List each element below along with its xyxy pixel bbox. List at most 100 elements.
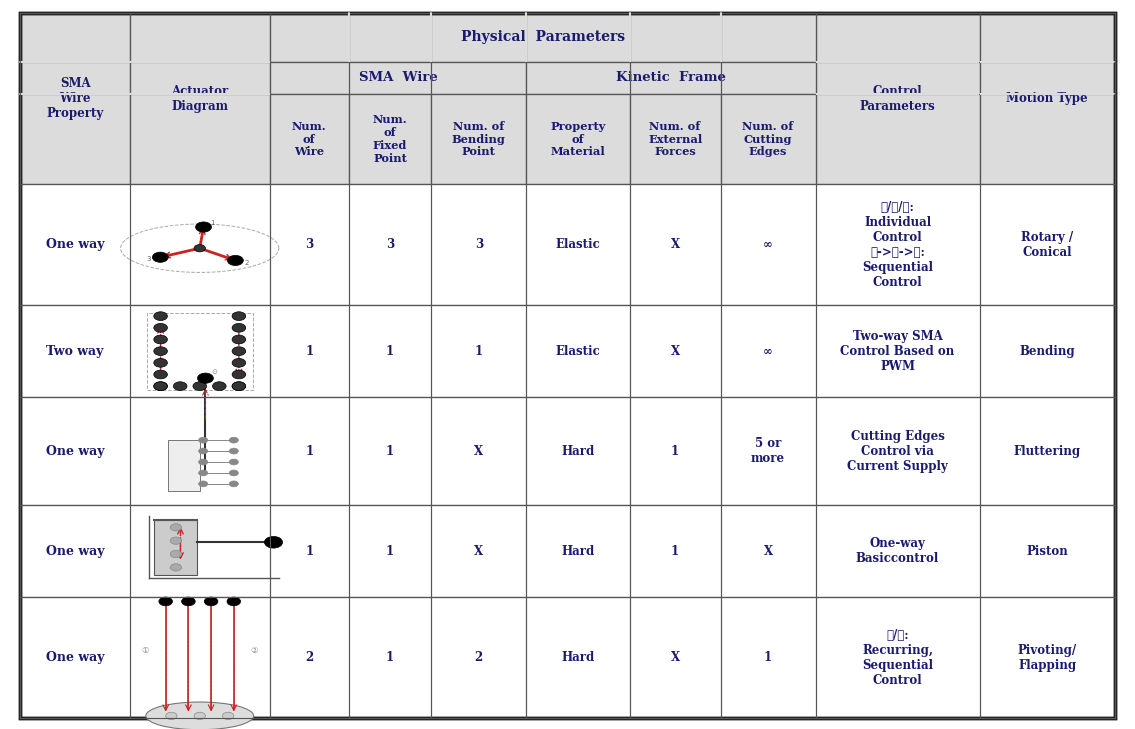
Text: Kinetic  Frame: Kinetic Frame (616, 71, 725, 85)
Bar (270, 61, 527, 94)
Bar (20, 505, 1115, 597)
Text: Actuator
Diagram: Actuator Diagram (171, 85, 228, 112)
Circle shape (229, 437, 238, 443)
Text: Elastic: Elastic (555, 345, 600, 358)
Text: X: X (671, 651, 680, 664)
Circle shape (232, 382, 245, 391)
Text: Control
Parameters: Control Parameters (859, 85, 935, 112)
Text: X: X (474, 445, 484, 458)
Text: SMA  Wire: SMA Wire (359, 71, 437, 85)
Circle shape (229, 481, 238, 487)
Text: X: X (764, 545, 773, 558)
Circle shape (170, 564, 182, 571)
Text: Num. of
Bending
Point: Num. of Bending Point (452, 121, 506, 157)
Text: Hard: Hard (561, 545, 595, 558)
Text: 2: 2 (244, 260, 249, 265)
Circle shape (194, 245, 205, 252)
Text: Piston: Piston (1026, 545, 1068, 558)
Circle shape (199, 481, 208, 487)
Circle shape (199, 437, 208, 443)
Text: Two way: Two way (47, 345, 103, 358)
Text: Rotary /
Conical: Rotary / Conical (1022, 230, 1074, 259)
Circle shape (195, 222, 211, 232)
Circle shape (182, 597, 195, 606)
Text: 1: 1 (671, 445, 679, 458)
Text: 1: 1 (671, 545, 679, 558)
Text: 2: 2 (474, 651, 482, 664)
Circle shape (204, 597, 218, 606)
Circle shape (229, 448, 238, 454)
Text: ⊙: ⊙ (211, 370, 218, 375)
Text: 1: 1 (474, 345, 482, 358)
Circle shape (153, 382, 167, 391)
Circle shape (170, 537, 182, 545)
Text: Physical  Parameters: Physical Parameters (461, 31, 624, 44)
Text: X: X (671, 345, 680, 358)
Text: SMA
Wire
Property: SMA Wire Property (47, 77, 103, 120)
Circle shape (153, 382, 167, 391)
Text: Property
of
Material: Property of Material (550, 121, 605, 157)
Text: ②: ② (251, 646, 258, 655)
Bar (168, 440, 200, 491)
Text: Elastic: Elastic (555, 238, 600, 251)
Text: Hard: Hard (561, 651, 595, 664)
Circle shape (232, 324, 245, 332)
Text: X: X (671, 238, 680, 251)
Text: Two-way SMA
Control Based on
PWM: Two-way SMA Control Based on PWM (840, 330, 955, 373)
Text: Num. of
External
Forces: Num. of External Forces (648, 121, 703, 157)
Circle shape (212, 382, 226, 391)
Circle shape (153, 312, 167, 321)
Ellipse shape (145, 702, 253, 729)
Bar (527, 94, 630, 184)
Circle shape (199, 470, 208, 476)
Text: ∞: ∞ (763, 345, 773, 358)
Text: Bending: Bending (1019, 345, 1075, 358)
Bar (146, 313, 252, 390)
Text: 1: 1 (386, 545, 394, 558)
Text: X: X (474, 545, 484, 558)
Text: Hard: Hard (561, 445, 595, 458)
Circle shape (264, 537, 283, 548)
Text: Num. of
Cutting
Edges: Num. of Cutting Edges (742, 121, 793, 157)
Bar (20, 597, 1115, 718)
Circle shape (153, 359, 167, 367)
Bar (20, 305, 1115, 397)
Circle shape (197, 373, 213, 383)
Text: One way: One way (45, 238, 104, 251)
Text: 3: 3 (474, 238, 482, 251)
Circle shape (227, 255, 243, 265)
Circle shape (153, 324, 167, 332)
Text: 1: 1 (305, 545, 313, 558)
Text: ①/②/③:
Individual
Control
①->②->③:
Sequential
Control: ①/②/③: Individual Control ①->②->③: Seque… (863, 200, 933, 289)
Text: ①/②:
Recurring,
Sequential
Control: ①/②: Recurring, Sequential Control (863, 628, 933, 687)
Text: 1: 1 (210, 220, 215, 227)
Text: Pivoting/
Flapping: Pivoting/ Flapping (1018, 644, 1077, 671)
Circle shape (222, 712, 234, 720)
Circle shape (152, 252, 168, 262)
Text: Cutting Edges
Control via
Current Supply: Cutting Edges Control via Current Supply (847, 429, 948, 472)
Text: 1: 1 (305, 345, 313, 358)
Text: 5 or
more: 5 or more (751, 437, 785, 465)
Text: One-way
Basiccontrol: One-way Basiccontrol (856, 537, 939, 565)
Text: 3: 3 (305, 238, 313, 251)
Text: ∞: ∞ (763, 238, 773, 251)
Text: Fluttering: Fluttering (1014, 445, 1081, 458)
Circle shape (199, 459, 208, 465)
Text: 1: 1 (386, 445, 394, 458)
Circle shape (159, 597, 173, 606)
Text: 1: 1 (386, 651, 394, 664)
Text: One way: One way (45, 445, 104, 458)
Bar (980, 13, 1115, 184)
Bar (270, 94, 348, 184)
Text: One way: One way (45, 545, 104, 558)
Circle shape (232, 347, 245, 356)
Text: Num.
of
Fixed
Point: Num. of Fixed Point (372, 114, 407, 164)
Text: Motion Type: Motion Type (1007, 92, 1088, 105)
Bar (154, 520, 197, 574)
Bar (630, 94, 721, 184)
Text: Num.
of
Wire: Num. of Wire (292, 121, 327, 157)
Bar (20, 184, 1115, 305)
Text: 2: 2 (305, 651, 313, 664)
Circle shape (174, 382, 187, 391)
Text: ①: ① (142, 646, 149, 655)
